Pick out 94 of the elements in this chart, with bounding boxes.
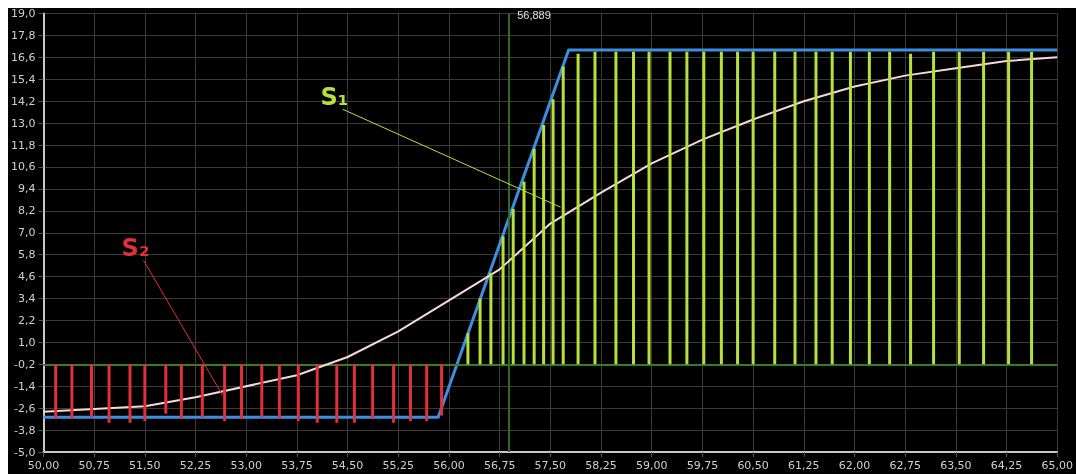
x-tick-label: 53,75: [281, 459, 313, 472]
bar: [982, 51, 986, 365]
x-tick-label: 62,00: [838, 459, 871, 472]
annotation: S₁: [320, 83, 349, 112]
bar: [668, 51, 672, 365]
x-tick-label: 59,00: [636, 459, 668, 472]
bar: [89, 364, 93, 418]
y-tick-label: -3,8: [14, 423, 36, 437]
y-tick-label: 5,8: [17, 248, 36, 262]
bar: [277, 364, 281, 420]
x-tick-label: 51,50: [129, 459, 161, 472]
y-tick-label: 17,8: [10, 28, 36, 42]
bar: [793, 51, 797, 365]
bar: [814, 51, 818, 365]
x-tick-label: 59,75: [686, 459, 719, 472]
bar: [128, 364, 132, 423]
y-tick-label: 16,6: [10, 50, 36, 64]
bar: [614, 51, 618, 365]
y-tick-label: 1,0: [17, 335, 36, 349]
y-tick-label: 19,0: [10, 7, 36, 20]
y-tick-label: 15,4: [10, 72, 36, 86]
y-tick-label: -0,2: [14, 357, 36, 371]
x-tick-label: 56,75: [483, 459, 516, 472]
x-tick-label: 63,50: [940, 459, 972, 472]
bar: [751, 51, 755, 365]
bar: [296, 364, 300, 421]
y-tick-label: 8,2: [17, 204, 36, 218]
x-tick-label: 61,25: [788, 459, 820, 472]
x-tick-label: 56,00: [433, 459, 465, 472]
x-tick-label: 53,00: [230, 459, 262, 472]
x-tick-label: 55,25: [382, 459, 415, 472]
bar: [501, 236, 505, 365]
bar: [179, 364, 183, 420]
bar: [685, 51, 689, 365]
bar: [143, 364, 147, 421]
x-tick-label: 65,00: [1041, 459, 1073, 472]
bar: [647, 51, 651, 365]
bar: [702, 51, 706, 365]
ref-line-label: 56,889: [517, 9, 551, 21]
bar: [70, 364, 74, 420]
y-tick-label: 13,0: [10, 116, 36, 130]
x-tick-label: 64,25: [990, 459, 1023, 472]
x-tick-label: 50,75: [78, 459, 110, 472]
bar: [260, 364, 264, 418]
y-tick-label: 10,6: [10, 160, 36, 174]
y-tick-label: 9,4: [17, 182, 36, 196]
bar: [107, 364, 111, 423]
bar: [408, 364, 412, 421]
bar: [371, 364, 375, 420]
bar: [478, 298, 482, 365]
bar: [632, 51, 635, 365]
bar: [848, 51, 852, 365]
bar: [315, 364, 319, 423]
x-tick-label: 50,00: [27, 459, 60, 472]
y-tick-label: -5,0: [14, 445, 36, 459]
y-tick-label: 2,2: [17, 313, 36, 327]
bar: [392, 364, 396, 423]
y-tick-label: -1,4: [14, 379, 36, 393]
bar: [1007, 51, 1011, 365]
bar: [511, 209, 515, 365]
x-tick-label: 62,75: [889, 459, 921, 472]
bar: [932, 51, 936, 365]
bar: [54, 364, 58, 420]
bar: [1030, 51, 1034, 365]
y-tick-label: 14,2: [10, 94, 36, 108]
x-tick-label: 54,50: [331, 459, 364, 472]
bar: [164, 364, 168, 414]
x-tick-label: 57,50: [534, 459, 567, 472]
y-tick-label: 3,4: [17, 292, 36, 306]
y-tick-label: 7,0: [17, 226, 36, 240]
bar: [773, 51, 777, 365]
bar: [352, 364, 356, 423]
bar: [335, 364, 339, 423]
bar: [888, 51, 892, 365]
bar: [576, 53, 580, 365]
x-tick-label: 52,25: [179, 459, 212, 472]
bar: [736, 51, 740, 365]
y-tick-label: -2,6: [14, 401, 36, 415]
bar: [466, 333, 470, 365]
annotation: S₂: [121, 234, 150, 263]
y-tick-label: 11,8: [10, 138, 36, 152]
y-tick-label: 4,6: [17, 270, 36, 284]
bar: [440, 364, 444, 416]
bar: [593, 51, 597, 365]
bar: [489, 272, 493, 365]
bar: [830, 51, 834, 365]
bar: [867, 51, 871, 365]
bar: [240, 364, 244, 420]
bar: [425, 364, 429, 421]
bar: [957, 51, 961, 365]
bar: [909, 53, 913, 365]
x-tick-label: 58,25: [585, 459, 617, 472]
bar: [719, 51, 723, 365]
x-tick-label: 60,50: [737, 459, 769, 472]
